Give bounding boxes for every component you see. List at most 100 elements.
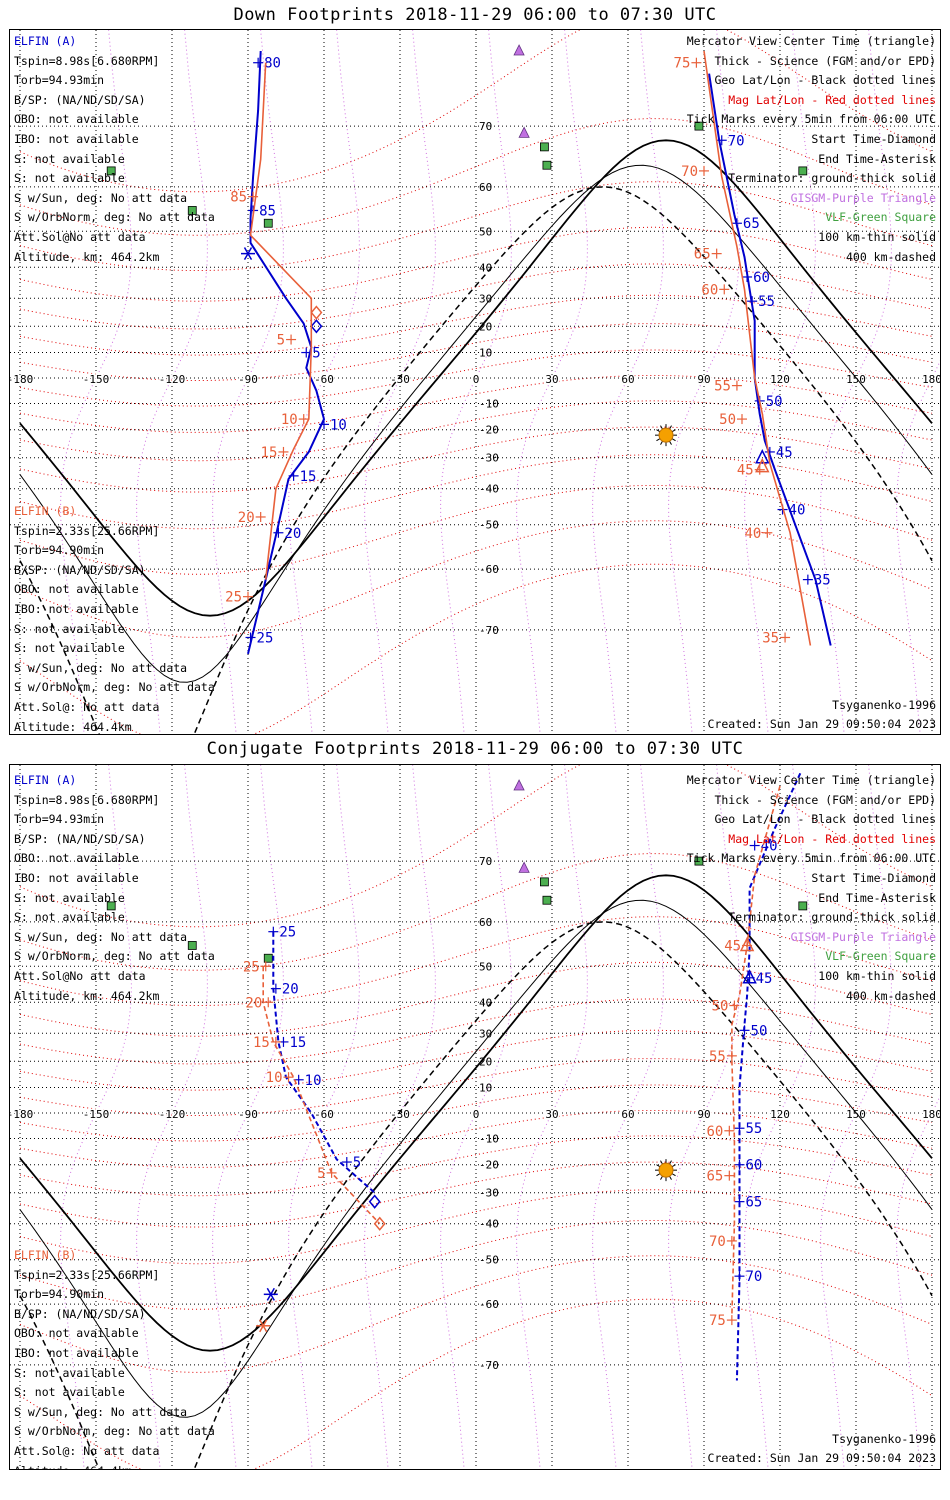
track-tick-label: 20 (284, 526, 301, 542)
info-line: IBO: not available (14, 601, 139, 616)
track-tick-label: 45 (756, 971, 773, 987)
mag-lon-line (60, 765, 132, 1467)
mag-lon-line (136, 765, 208, 1467)
legend-conjugate: Mercator View Center Time (triangle) Thi… (687, 771, 936, 1006)
mag-lon-line (668, 765, 740, 1467)
info-line: IBO: not available (14, 131, 139, 146)
mag-lat-line (19, 916, 933, 1006)
lat-tick-label: 60 (479, 181, 492, 194)
start-diamond (373, 1216, 386, 1231)
info-line: IBO: not available (14, 870, 139, 885)
start-diamond (310, 319, 323, 334)
start-diamond (368, 1194, 381, 1209)
lat-tick-label: -10 (479, 397, 499, 410)
legend-item: 100 km-thin solid (818, 229, 936, 244)
panel-title-conjugate: Conjugate Footprints 2018-11-29 06:00 to… (206, 739, 744, 759)
legend-item: Mercator View Center Time (triangle) (686, 34, 936, 48)
mag-lat-line (19, 349, 933, 407)
sun-disk (658, 1162, 674, 1178)
legend-item: GISGM-Purple Triangle (790, 190, 936, 205)
track-line (735, 772, 802, 1381)
lon-tick-label: 30 (545, 1108, 558, 1121)
vlf-square (106, 166, 116, 176)
info-line: OBO: not available (14, 1326, 139, 1341)
lon-tick-label: -180 (10, 1108, 33, 1121)
lon-tick-label: -90 (238, 373, 258, 386)
track-tick-label: 40 (789, 503, 806, 519)
center-triangle (739, 936, 755, 952)
terminator-100km-line (19, 899, 933, 1418)
info-line: B/SP: (NA/ND/SD/SA) (14, 831, 146, 846)
gisgm-triangle (518, 861, 530, 873)
track-tick-label: 5 (353, 1155, 361, 1171)
legend-item: GISGM-Purple Triangle (790, 929, 936, 944)
track-tick-label: 15 (300, 469, 317, 485)
info-line: IBO: not available (14, 1345, 139, 1360)
sun-icon (655, 424, 677, 447)
panel-title-down: Down Footprints 2018-11-29 06:00 to 07:3… (233, 5, 717, 25)
track-tick-label: 60 (706, 1124, 723, 1140)
info-line: B/SP: (NA/ND/SD/SA) (14, 562, 146, 577)
track-tick-label: 60 (753, 270, 770, 286)
mag-lon-line (592, 765, 664, 1467)
info-line: Altitude: 464.4km (14, 1462, 215, 1469)
lon-tick-label: -120 (159, 373, 186, 386)
geo-grid: -70-60-50-40-30-20-1010203040506070-180-… (10, 30, 941, 734)
info-line: Altitude, km: 464.2km (14, 988, 160, 1003)
info-line: Torb=94.90min (14, 543, 105, 558)
series-elfin-a-northern-pass: 40 45 50 55 60 65 70 (734, 772, 802, 1381)
mag-lon-line (516, 30, 588, 732)
lon-tick-label: 90 (697, 373, 710, 386)
legend-item: Geo Lat/Lon - Black dotted lines (714, 812, 936, 827)
mag-lat-line (19, 998, 933, 1065)
lon-tick-label: 0 (473, 373, 480, 386)
legend-item: Tick Marks every 5min from 06:00 UTC (686, 112, 936, 127)
end-asterisk (259, 1319, 268, 1333)
info-line: Tspin=8.98s[6.680RPM] (14, 792, 160, 807)
info-line: Tspin=8.98s[6.680RPM] (14, 53, 160, 68)
info-line: ELFIN (A) (14, 34, 77, 48)
legend-item: Mercator View Center Time (triangle) (686, 773, 936, 787)
track-tick-label: 65 (706, 1169, 723, 1185)
lon-tick-label: 30 (545, 373, 558, 386)
mag-lon-line (744, 765, 816, 1467)
gisgm-triangle (518, 126, 530, 138)
terminator (19, 139, 933, 734)
lat-tick-label: 30 (479, 292, 492, 305)
series-elfin-a-southern-pass: 70 65 60 55 50 45 40 35 (708, 73, 832, 646)
legend-item: Thick - Science (FGM and/or EPD) (714, 53, 936, 68)
lat-tick-label: 40 (479, 996, 492, 1009)
track-tick-label: 65 (745, 1195, 762, 1211)
mag-lon-line (212, 765, 284, 1467)
track-tick-label: 50 (766, 394, 783, 410)
legend-item: 100 km-thin solid (818, 968, 936, 983)
info-line: S w/OrbNorm, deg: No att data (14, 210, 215, 225)
info-line: Att.Sol@No att data (14, 968, 146, 983)
vlf-square (263, 218, 273, 228)
track-tick-label: 85 (259, 203, 276, 219)
start-diamond (310, 305, 323, 320)
lon-tick-label: 180 (922, 373, 941, 386)
lon-tick-label: 60 (621, 373, 634, 386)
legend-item: VLF-Green Square (825, 210, 936, 225)
model-label-down: Tsyganenko-1996 (832, 698, 936, 712)
track-tick-label: 20 (282, 982, 299, 998)
track-tick-label: 50 (712, 999, 729, 1015)
mag-lat-line (19, 1084, 933, 1142)
info-line: B/SP: (NA/ND/SD/SA) (14, 92, 146, 107)
info-line: S w/Sun, deg: No att data (14, 190, 188, 205)
track-tick-label: 55 (758, 294, 775, 310)
lat-tick-label: -30 (479, 1187, 499, 1200)
info-line: Torb=94.90min (14, 1287, 105, 1302)
info-line: S w/OrbNorm, deg: No att data (14, 1424, 215, 1439)
track-line (703, 50, 812, 646)
mag-lon-line (288, 765, 360, 1467)
track-line (708, 73, 832, 646)
model-label-conjugate: Tsyganenko-1996 (832, 1432, 936, 1446)
lat-tick-label: 50 (479, 960, 492, 973)
lat-tick-label: 20 (479, 1055, 492, 1068)
track-tick-label: 35 (814, 573, 831, 589)
center-triangle (755, 449, 770, 464)
sun-icon (655, 1159, 677, 1182)
info-line: S w/Sun, deg: No att data (14, 1404, 188, 1419)
